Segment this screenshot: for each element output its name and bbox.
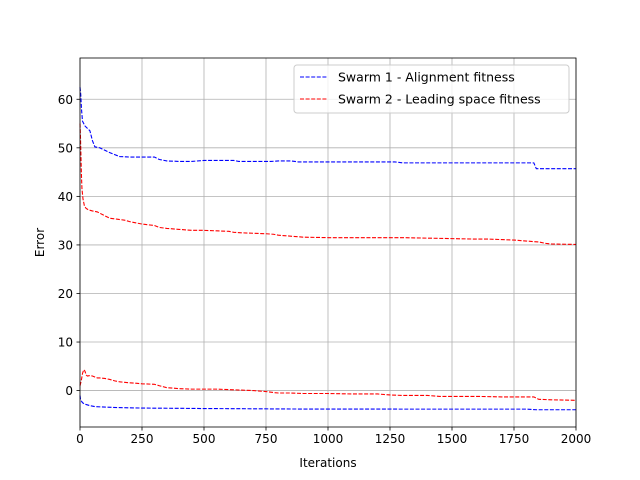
series-line-4 <box>79 368 577 401</box>
x-tick-label: 500 <box>193 432 216 446</box>
x-tick-label: 1750 <box>499 432 530 446</box>
y-tick-label: 0 <box>65 384 73 398</box>
legend-entry-label: Swarm 2 - Leading space fitness <box>338 92 541 107</box>
y-tick-label: 20 <box>58 287 73 301</box>
x-tick-label: 0 <box>76 432 84 446</box>
y-tick-label: 50 <box>58 141 73 155</box>
y-tick-label: 40 <box>58 190 73 204</box>
x-tick-label: 1500 <box>437 432 468 446</box>
x-tick-label: 1000 <box>313 432 344 446</box>
series-line-1 <box>79 87 576 170</box>
x-tick-label: 2000 <box>561 432 592 446</box>
series-layer <box>79 87 577 411</box>
x-axis-ticks: 0 250 500 750 1000 1250 1500 1750 2000 <box>76 427 591 446</box>
x-tick-label: 750 <box>255 432 278 446</box>
y-tick-label: 30 <box>58 238 73 252</box>
y-axis-ticks: 0 10 20 30 40 50 60 <box>58 93 80 398</box>
y-tick-label: 60 <box>58 93 73 107</box>
legend-entry-label: Swarm 1 - Alignment fitness <box>338 70 515 85</box>
x-tick-label: 250 <box>131 432 154 446</box>
y-axis-label: Error <box>33 228 47 257</box>
legend-box <box>293 64 570 114</box>
y-tick-label: 10 <box>58 336 73 350</box>
x-tick-label: 1250 <box>375 432 406 446</box>
series-line-3 <box>79 395 576 411</box>
series-line-2 <box>79 123 577 245</box>
x-axis-label: Iterations <box>299 456 356 470</box>
legend: Swarm 1 - Alignment fitness Swarm 2 - Lea… <box>293 64 570 114</box>
